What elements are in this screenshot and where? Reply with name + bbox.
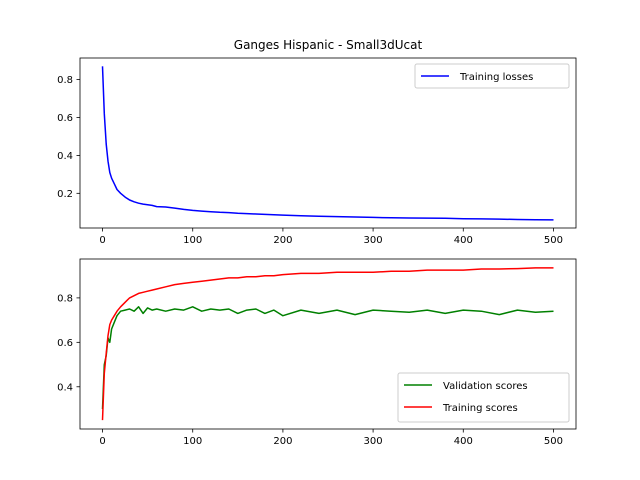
losses-panel: 0 100 200 300 400 500 0.2 0.4 0.6 0.8 Training los… — [57, 57, 577, 246]
x-tick-label: 500 — [544, 235, 563, 246]
series-line-validation-scores — [101, 306, 554, 410]
x-tick-label: 300 — [364, 436, 383, 447]
y-tick-label: 0.2 — [57, 189, 73, 200]
series-line-training-scores — [101, 267, 554, 421]
x-tick-label: 300 — [364, 235, 383, 246]
legend: Training losses — [414, 63, 570, 89]
axes-frame — [79, 57, 577, 229]
x-tick-label: 200 — [273, 235, 292, 246]
x-tick-label: 400 — [454, 436, 473, 447]
scores-panel: 0 100 200 300 400 500 0.4 0.6 0.8 Validation scor… — [57, 258, 577, 447]
y-tick-label: 0.8 — [57, 293, 73, 304]
axes-frame — [79, 258, 577, 430]
series-line-training-losses — [101, 66, 554, 221]
x-tick-label: 0 — [99, 235, 105, 246]
x-tick-label: 0 — [99, 436, 105, 447]
chart-title: Ganges Hispanic - Small3dUcat — [234, 38, 423, 52]
legend-box — [397, 372, 570, 423]
x-tick-label: 200 — [273, 436, 292, 447]
legend: Validation scores Training scores — [397, 372, 570, 423]
y-tick-label: 0.6 — [57, 338, 73, 349]
legend-label: Training losses — [459, 72, 533, 83]
y-tick-label: 0.6 — [57, 113, 73, 124]
x-tick-label: 100 — [183, 436, 202, 447]
y-tick-label: 0.8 — [57, 75, 73, 86]
x-tick-label: 400 — [454, 235, 473, 246]
x-tick-label: 100 — [183, 235, 202, 246]
legend-label: Training scores — [442, 403, 518, 414]
y-tick-label: 0.4 — [57, 151, 73, 162]
legend-label: Validation scores — [443, 381, 528, 392]
legend-box — [414, 63, 570, 89]
y-tick-label: 0.4 — [57, 382, 73, 393]
x-tick-label: 500 — [544, 436, 563, 447]
